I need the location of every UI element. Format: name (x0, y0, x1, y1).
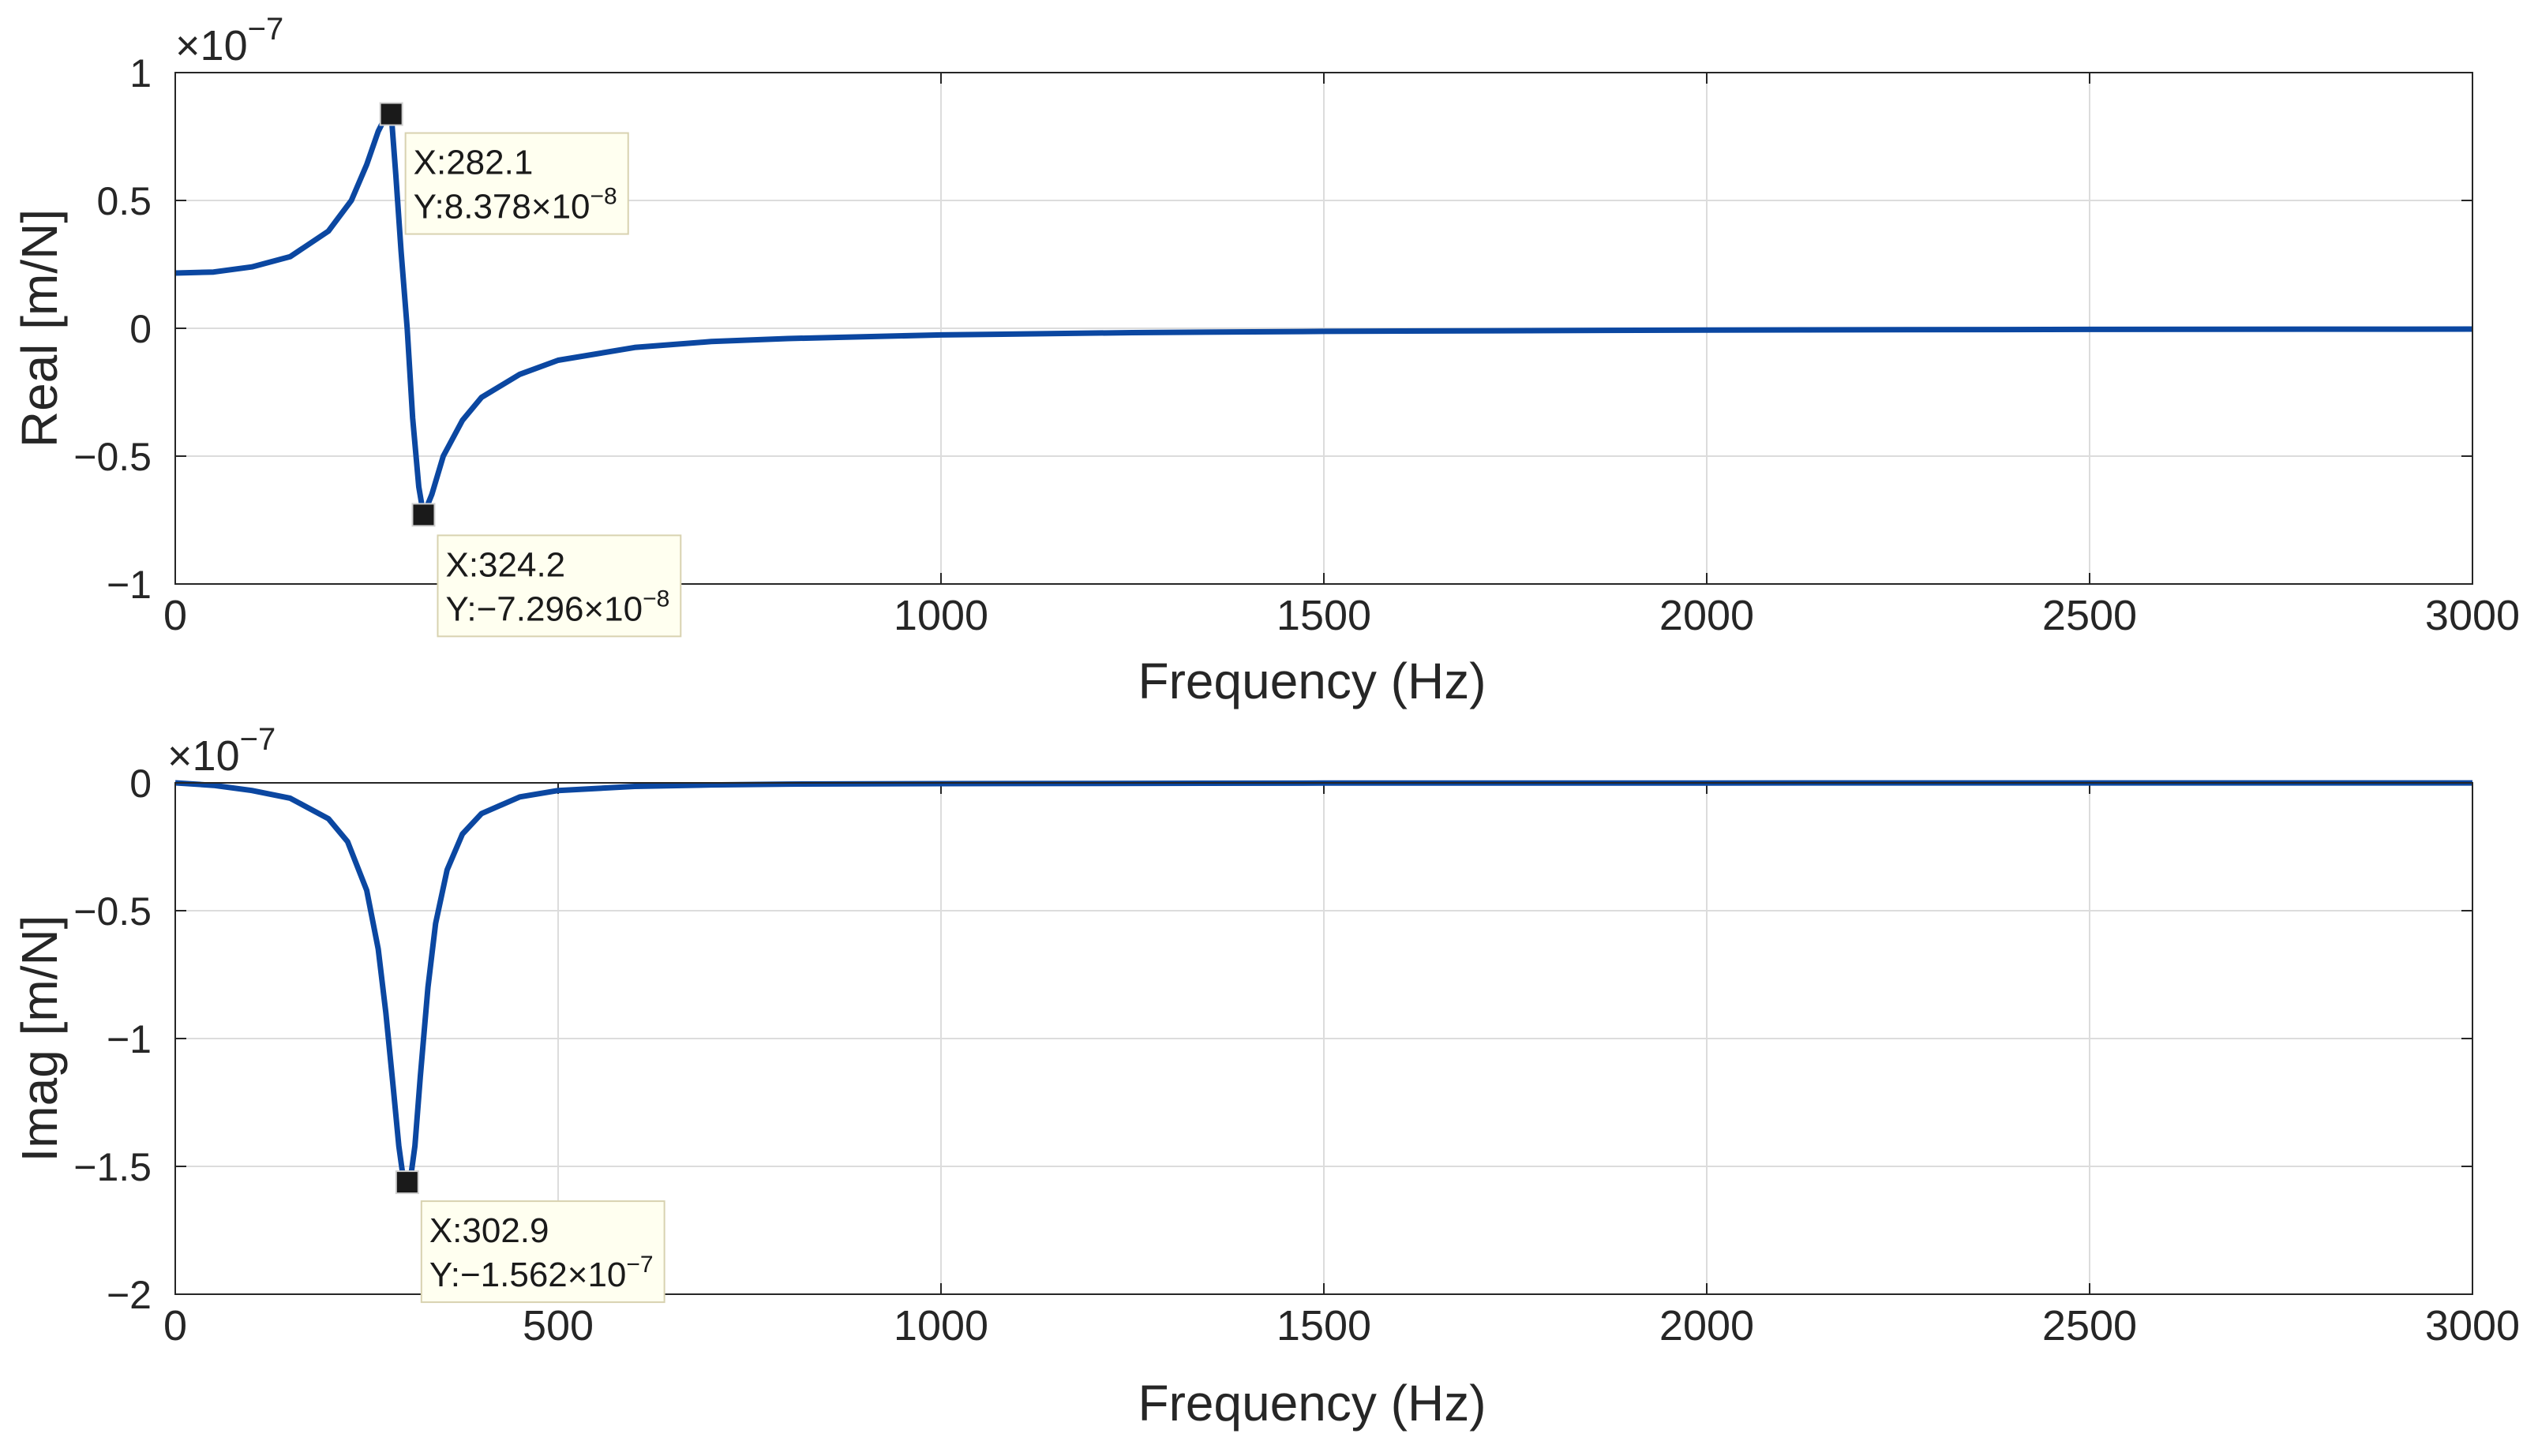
datatip-y-label: Y:−7.296×10−8 (445, 586, 669, 628)
exponent-power: −7 (240, 722, 276, 757)
x-tick-label: 3000 (2425, 592, 2520, 639)
x-tick-label: 0 (163, 592, 187, 639)
datatip-box (437, 534, 682, 638)
exponent-base: ×10 (175, 22, 248, 69)
y-tick-label: −1 (107, 1017, 152, 1061)
y-tick-label: 0 (129, 762, 152, 806)
y-tick-label: 0.5 (96, 179, 152, 223)
datatips: X:302.9Y:−1.562×10−7 (395, 1170, 665, 1304)
datatip-marker[interactable] (395, 1170, 419, 1195)
datatip-y-value: Y:−7.296×10 (445, 590, 643, 628)
tick-labels: 0 500 1000 1500 2000 2500 3000 0 −0.5 −1 −1.5 −2 (73, 762, 2520, 1349)
datatip-y-value: Y:−1.562×10 (429, 1256, 627, 1294)
exponent-power: −7 (248, 12, 284, 47)
datatip-marker[interactable] (411, 503, 436, 527)
datatip-x-label: X:302.9 (429, 1211, 549, 1250)
x-tick-label: 1500 (1276, 1302, 1371, 1349)
datatip-y-exponent: −7 (626, 1252, 653, 1278)
x-tick-label: 0 (163, 1302, 187, 1349)
exponent-base: ×10 (167, 732, 240, 780)
datatip-box (420, 1200, 665, 1304)
datatip-y-label: Y:−1.562×10−7 (429, 1252, 654, 1294)
grid-lines (175, 783, 2472, 1294)
y-tick-label: −2 (107, 1273, 152, 1317)
y-tick-label: −1 (107, 563, 152, 607)
datatip-y-value: Y:8.378×10 (414, 188, 590, 226)
axes-box (174, 72, 2473, 585)
axes-box (174, 782, 2473, 1295)
exponent-multiplier: ×10−7 (167, 722, 276, 780)
y-axis-label: Real [m/N] (11, 209, 68, 447)
y-tick-label: −1.5 (73, 1145, 152, 1189)
y-tick-label: 0 (129, 307, 152, 351)
datatips: X:282.1Y:8.378×10−8X:324.2Y:−7.296×10−8 (379, 102, 682, 638)
x-axis-label: Frequency (Hz) (1138, 653, 1486, 709)
exponent-multiplier: ×10−7 (175, 12, 283, 69)
y-tick-label: 1 (129, 51, 152, 95)
y-axis-label: Imag [m/N] (11, 915, 68, 1162)
x-tick-label: 1500 (1276, 592, 1371, 639)
datatip-marker[interactable] (379, 102, 403, 126)
series-line (174, 780, 2472, 1185)
imag-axes: 0 500 1000 1500 2000 2500 3000 0 −0.5 −1 −1.5 −2 Im… (11, 722, 2520, 1432)
datatip-y-label: Y:8.378×10−8 (414, 184, 617, 226)
datatip-box (404, 132, 629, 235)
datatip-x-label: X:324.2 (445, 545, 565, 584)
datatip-y-exponent: −8 (590, 184, 617, 210)
real-axes: 0 1000 1500 2000 2500 3000 1 0.5 0 −0.5 −1 Real [m… (11, 12, 2520, 709)
x-tick-label: 2500 (2042, 592, 2137, 639)
x-tick-label: 2500 (2042, 1302, 2137, 1349)
x-axis-label: Frequency (Hz) (1138, 1375, 1486, 1432)
y-tick-label: −0.5 (73, 889, 152, 934)
x-tick-label: 500 (523, 1302, 594, 1349)
datatip-y-exponent: −8 (643, 586, 669, 612)
x-tick-label: 3000 (2425, 1302, 2520, 1349)
x-tick-label: 1000 (894, 1302, 988, 1349)
x-tick-label: 2000 (1659, 592, 1754, 639)
y-tick-label: −0.5 (73, 435, 152, 479)
tick-labels: 0 1000 1500 2000 2500 3000 1 0.5 0 −0.5 −1 (73, 51, 2520, 639)
datatip-x-label: X:282.1 (414, 144, 534, 182)
x-tick-label: 2000 (1659, 1302, 1754, 1349)
x-tick-label: 1000 (894, 592, 988, 639)
